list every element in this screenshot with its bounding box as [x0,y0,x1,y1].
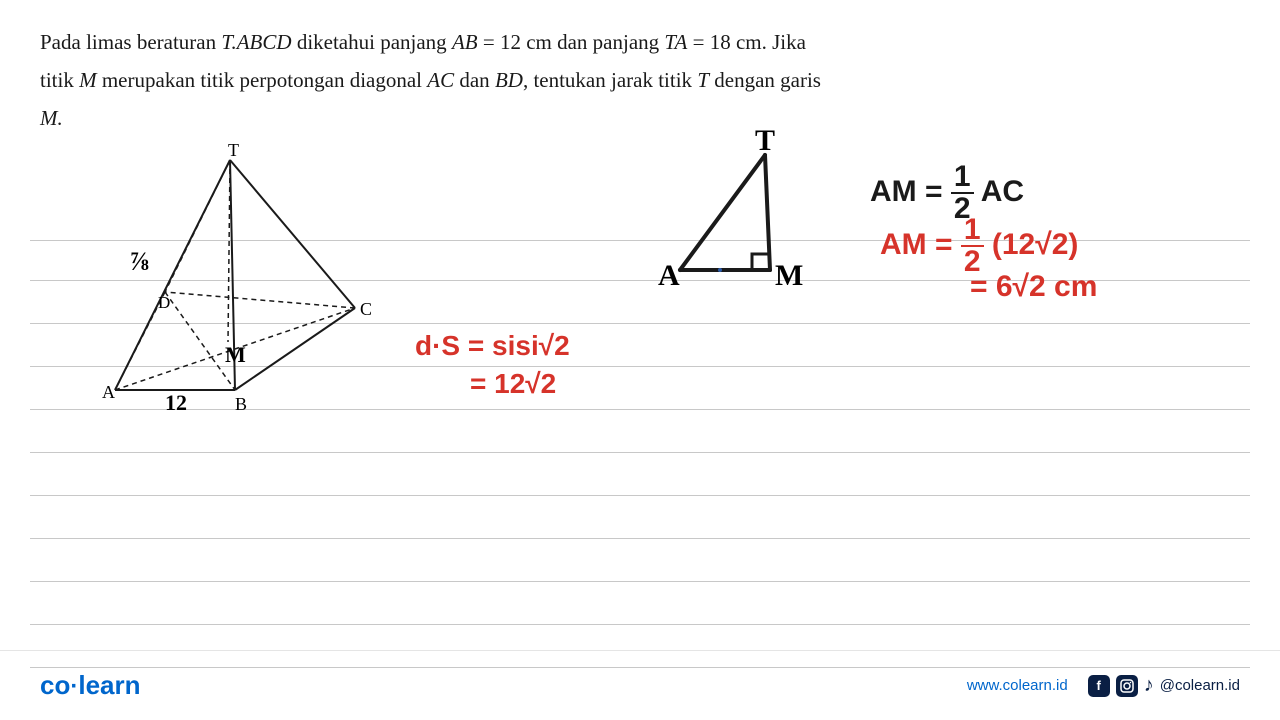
logo-learn: learn [78,670,140,700]
logo-co: co [40,670,70,700]
social-icons: f ♪ @colearn.id [1088,674,1240,697]
work-ds2: = 12√2 [470,368,556,400]
text: merupakan titik perpotongan diagonal [97,68,428,92]
footer-right: www.colearn.id f ♪ @colearn.id [967,674,1240,697]
work-ds1: d·S = sisi√2 [415,330,570,362]
logo: co·learn [40,670,141,701]
var-m: M [79,68,97,92]
var-m2: M. [40,106,63,130]
var-t: T [697,68,709,92]
label-t: T [228,140,239,160]
text: = [687,30,709,54]
text: titik [40,68,79,92]
pyramid-diagram: T A B C D M 12 ⅞ [80,140,380,420]
label-12: 12 [165,390,187,415]
work-am3: = 6√2 cm [970,270,1097,304]
social-handle: @colearn.id [1160,677,1240,694]
text: dengan garis [709,68,821,92]
var-ab: AB [452,30,478,54]
workspace: T A B C D M 12 ⅞ T A M d·S = sisi√2 = 12… [0,140,1280,630]
footer: co·learn www.colearn.id f ♪ @colearn.id [0,650,1280,720]
edge-annotation: ⅞ [130,247,150,276]
var-ac: AC [427,68,454,92]
text: cm dan panjang [521,30,664,54]
label-b: B [235,394,247,414]
label-m: M [225,342,246,367]
val: 12 [500,30,521,54]
text: Pada limas beraturan [40,30,221,54]
text: dan [454,68,495,92]
website-link[interactable]: www.colearn.id [967,677,1068,694]
label-d: D [158,293,170,312]
work-am2: AM = 12 (12√2) [880,215,1078,277]
text: , tentukan jarak titik [523,68,697,92]
var-ta: TA [664,30,687,54]
tri-m: M [775,259,803,292]
val: 18 [710,30,731,54]
tri-t: T [755,130,775,157]
problem-statement: Pada limas beraturan T.ABCD diketahui pa… [0,0,1280,147]
var-tabcd: T.ABCD [221,30,291,54]
tiktok-icon[interactable]: ♪ [1144,674,1154,697]
facebook-icon[interactable]: f [1088,675,1110,697]
var-bd: BD [495,68,523,92]
text: diketahui panjang [292,30,452,54]
tri-a: A [658,259,680,292]
text: = [478,30,500,54]
instagram-icon[interactable] [1116,675,1138,697]
text: cm. Jika [731,30,806,54]
label-c: C [360,299,372,319]
label-a: A [102,382,115,402]
triangle-diagram: T A M [650,130,830,300]
